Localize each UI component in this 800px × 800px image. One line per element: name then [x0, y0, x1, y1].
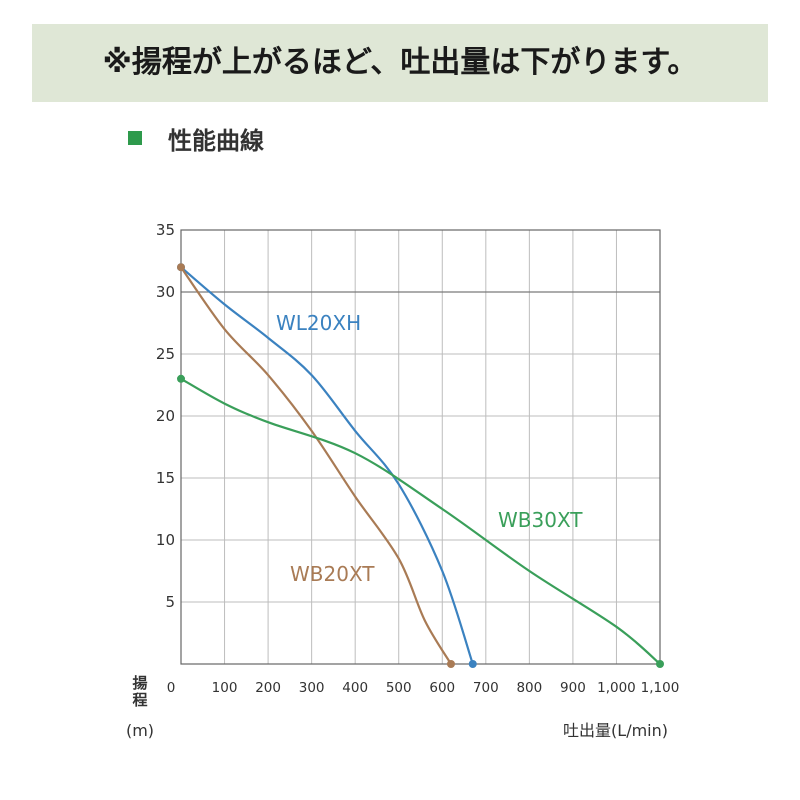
series-line-wl20xh [180, 266, 474, 665]
x-tick-label: 500 [386, 680, 412, 696]
x-tick-label: 900 [560, 680, 586, 696]
x-axis-label: 吐出量(L/min) [563, 721, 668, 740]
y-tick-label: 35 [156, 221, 175, 239]
series-point-wb30xt [656, 660, 664, 668]
series-point-wb20xt [446, 660, 455, 668]
x-tick-label: 700 [473, 680, 499, 696]
y-tick-label: 25 [156, 345, 175, 363]
y-tick-label: 15 [156, 469, 175, 487]
axes [180, 229, 661, 665]
green-square-icon [128, 131, 142, 145]
x-tick-label: 0 [167, 680, 176, 696]
series-label-wl20xh: WL20XH [276, 311, 361, 335]
section-heading: 性能曲線 [128, 122, 264, 155]
series-point-wl20xh [468, 660, 477, 668]
series-point-wb30xt [177, 374, 185, 383]
grid [181, 230, 660, 664]
series-line-wb20xt [180, 266, 452, 665]
x-tick-label: 1,100 [641, 680, 680, 696]
x-tick-label: 200 [255, 680, 281, 696]
series-line-wb30xt [180, 377, 661, 665]
y-tick-label: 10 [156, 531, 175, 549]
y-axis-label-char: 程 [132, 691, 147, 709]
y-tick-label: 5 [165, 593, 175, 611]
series-point-wb20xt [177, 263, 185, 272]
y-tick-label: 30 [156, 283, 175, 301]
labels: 5 10 15 20 25 30 35 0 100 200 300 400 500 600 700 800 90… [126, 221, 679, 740]
plot-frame [180, 229, 661, 665]
x-tick-label: 1,000 [597, 680, 636, 696]
y-axis-unit: (m) [126, 721, 154, 740]
banner-text: ※揚程が上がるほど、吐出量は下がります。 [102, 45, 698, 80]
y-axis-label-char: 揚 [132, 674, 147, 692]
header-banner [32, 24, 768, 102]
x-tick-label: 100 [212, 680, 238, 696]
x-tick-label: 300 [299, 680, 325, 696]
x-tick-label: 800 [516, 680, 542, 696]
section-title: 性能曲線 [168, 126, 264, 155]
x-tick-label: 400 [342, 680, 368, 696]
series-lines [177, 263, 664, 668]
series-label-wb30xt: WB30XT [498, 508, 583, 532]
x-tick-label: 600 [429, 680, 455, 696]
y-tick-label: 20 [156, 407, 175, 425]
series-label-wb20xt: WB20XT [290, 562, 375, 586]
